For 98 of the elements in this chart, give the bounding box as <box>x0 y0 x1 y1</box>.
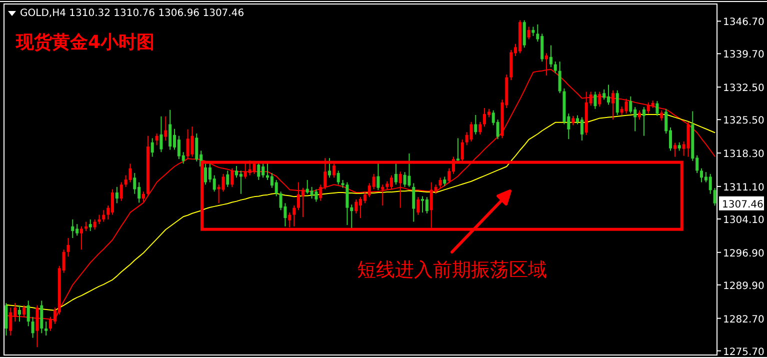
candlestick <box>226 170 230 188</box>
candlestick <box>26 300 30 327</box>
chart-subtitle: GOLD,H4 1310.32 1310.76 1306.96 1307.46 <box>20 8 244 19</box>
candlestick <box>332 163 336 178</box>
candlestick <box>186 128 190 160</box>
candlestick <box>713 188 716 206</box>
candlestick <box>190 126 194 158</box>
candlestick <box>708 173 712 194</box>
candlestick <box>102 210 106 222</box>
candlestick <box>443 176 446 186</box>
candlestick <box>142 191 145 202</box>
candlestick <box>598 91 602 108</box>
candlestick <box>115 186 118 204</box>
candlestick <box>150 138 154 158</box>
y-tick-label: 1289.90 <box>723 280 764 292</box>
candlestick <box>155 133 158 146</box>
candlestick <box>408 153 411 188</box>
candlestick <box>376 162 380 191</box>
candlestick <box>133 172 136 194</box>
candlestick <box>248 160 252 176</box>
candlestick <box>310 186 314 200</box>
candlestick <box>403 172 406 188</box>
candlestick <box>474 114 478 135</box>
y-tick-label: 1311.10 <box>723 182 764 194</box>
candlestick <box>456 138 460 164</box>
candlestick <box>319 184 322 202</box>
candlestick <box>324 158 327 190</box>
candlestick <box>425 196 428 214</box>
candlestick <box>611 90 614 120</box>
y-tick-label: 1318.30 <box>723 149 764 160</box>
candlestick <box>164 116 168 141</box>
candlestick <box>549 44 552 68</box>
candlestick <box>438 177 442 188</box>
candlestick <box>222 173 225 192</box>
candlestick <box>22 304 26 318</box>
candlestick <box>532 26 535 37</box>
candlestick <box>257 162 260 180</box>
candlestick <box>239 170 242 194</box>
candlestick <box>128 163 132 183</box>
candlestick <box>98 214 101 225</box>
candlestick <box>93 218 96 230</box>
candlestick <box>527 26 530 40</box>
y-tick-label: 1325.50 <box>723 116 764 127</box>
y-tick-label: 1346.70 <box>723 17 764 28</box>
candlestick <box>638 110 641 120</box>
candlestick <box>274 179 278 197</box>
candlestick <box>168 109 172 150</box>
candlestick <box>470 121 473 142</box>
candlestick <box>292 205 296 227</box>
candlestick <box>594 91 597 110</box>
candlestick <box>80 226 83 250</box>
candlestick <box>554 61 557 74</box>
candlestick <box>40 300 44 334</box>
candlestick <box>71 218 74 238</box>
y-tick-label: 1339.70 <box>723 50 764 61</box>
candlestick <box>314 188 318 202</box>
annotation: 短线进入前期振荡区域 <box>357 259 547 281</box>
text: 现货黄金4小时图 <box>15 32 155 53</box>
candlestick <box>602 88 606 100</box>
candlestick <box>88 218 92 232</box>
candlestick <box>616 90 619 116</box>
candlestick <box>31 316 34 338</box>
candlestick <box>558 61 562 94</box>
candlestick <box>336 170 340 186</box>
candlestick <box>460 139 464 162</box>
candlestick <box>4 302 8 336</box>
candlestick <box>230 168 234 188</box>
candlestick <box>412 182 416 222</box>
candlestick <box>66 238 70 258</box>
y-tick-label: 1275.70 <box>723 346 764 358</box>
candlestick <box>328 158 331 178</box>
candlestick <box>629 96 632 114</box>
price-label: 1307.46 <box>719 196 764 210</box>
candlestick <box>478 121 482 135</box>
candlestick <box>624 98 628 114</box>
candlestick <box>656 100 659 116</box>
candlestick <box>354 198 358 214</box>
candlestick <box>160 116 163 153</box>
candlestick <box>398 171 402 208</box>
candlestick <box>18 304 21 322</box>
candlestick <box>660 110 664 122</box>
candlestick <box>416 196 420 216</box>
candlestick <box>288 212 292 228</box>
candlestick <box>394 163 398 186</box>
candlestick <box>44 321 48 336</box>
y-tick-label: 1332.50 <box>723 83 764 94</box>
candlestick <box>642 106 646 136</box>
candlestick <box>120 182 123 202</box>
candlestick <box>522 20 526 48</box>
candlestick <box>572 115 575 126</box>
candlestick <box>301 187 304 218</box>
candlestick <box>673 142 676 158</box>
y-tick-label: 1282.70 <box>723 314 764 326</box>
y-tick-label: 1296.90 <box>723 248 764 260</box>
candlestick <box>381 184 384 206</box>
y-tick-label: 1304.10 <box>723 214 764 226</box>
candlestick <box>580 116 584 141</box>
candlestick <box>346 182 349 226</box>
